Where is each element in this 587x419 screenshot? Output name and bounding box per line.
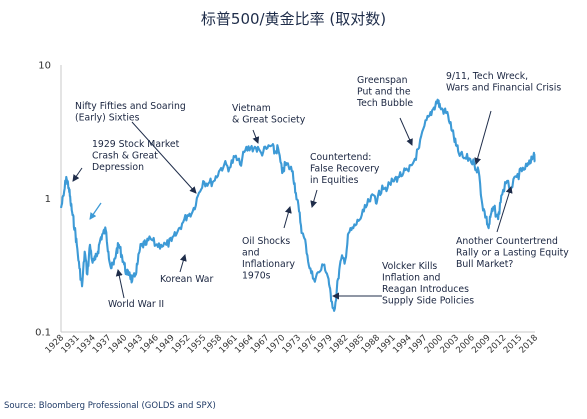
- annotation: Greenspan Put and the Tech Bubble: [356, 75, 413, 146]
- annotation-arrow: [179, 254, 187, 273]
- annotation-arrow: [310, 189, 318, 208]
- annotation-label: Oil Shocks and Inflationary 1970s: [242, 236, 296, 282]
- annotation-line: Put and the: [357, 87, 411, 98]
- annotation-line: Inflationary: [242, 259, 296, 270]
- annotation-line: Bull Market?: [456, 259, 513, 270]
- annotation-line: 1970s: [242, 271, 271, 282]
- annotation: Another Countertrend Rally or a Lasting E…: [456, 186, 569, 270]
- highlight-arrow: [89, 202, 102, 220]
- annotation: Nifty Fifties and Soaring (Early) Sixties: [75, 101, 197, 194]
- series-group: [59, 98, 536, 312]
- annotation-line: (Early) Sixties: [75, 113, 140, 124]
- annotation-label: Korean War: [160, 274, 213, 285]
- annotation-line: Korean War: [160, 274, 213, 285]
- annotation-line: Wars and Financial Crisis: [446, 83, 561, 94]
- annotation-line: Another Countertrend: [456, 236, 558, 247]
- annotation-line: Nifty Fifties and Soaring: [75, 101, 186, 112]
- annotation-label: World War II: [108, 299, 164, 310]
- annotation: Oil Shocks and Inflationary 1970s: [242, 206, 296, 282]
- annotation: 9/11, Tech Wreck, Wars and Financial Cris…: [446, 71, 561, 165]
- annotation-line: Tech Bubble: [356, 98, 413, 109]
- annotation-arrow: [283, 206, 292, 229]
- annotation-line: Vietnam: [232, 103, 271, 114]
- y-tick-label: 1: [45, 194, 51, 205]
- annotation-line: False Recovery: [310, 164, 380, 175]
- annotation-label: Volcker Kills Inflation and Reagan Introdu…: [382, 261, 474, 307]
- annotation-line: Reagan Introduces: [382, 284, 469, 295]
- annotation-arrow: [131, 121, 197, 194]
- annotation: Vietnam & Great Society: [232, 103, 306, 144]
- annotation-line: Inflation and: [382, 273, 441, 284]
- annotation-label: 9/11, Tech Wreck, Wars and Financial Cris…: [446, 71, 561, 94]
- annotation-line: & Great Society: [232, 115, 306, 126]
- x-tick-labels: 1928193119341937194019431946194919521955…: [44, 333, 541, 356]
- annotation: World War II: [108, 269, 164, 310]
- y-tick-label: 10: [38, 61, 51, 72]
- annotation-line: Depression: [92, 162, 144, 173]
- annotation-arrow: [399, 117, 413, 146]
- annotation-label: 1929 Stock Market Crash & Great Depression: [92, 139, 180, 173]
- annotation: Korean War: [160, 254, 213, 285]
- annotation-line: Oil Shocks: [242, 236, 290, 247]
- annotations-group: 1929 Stock Market Crash & Great Depression…: [72, 71, 569, 310]
- annotation-line: 1929 Stock Market: [92, 139, 180, 150]
- annotation-label: Vietnam & Great Society: [232, 103, 306, 126]
- source-note: Source: Bloomberg Professional (GOLDS an…: [4, 401, 216, 411]
- annotation-line: World War II: [108, 299, 164, 310]
- annotation-line: Rally or a Lasting Equity: [456, 248, 569, 259]
- y-tick-labels: 0.1 1 10: [35, 61, 51, 339]
- annotation-label: Countertend: False Recovery in Equities: [310, 152, 380, 186]
- series-line: [59, 98, 536, 312]
- annotation-arrow: [72, 167, 83, 182]
- annotation-arrow: [115, 269, 125, 299]
- annotation-arrow: [474, 110, 492, 165]
- annotation-line: Greenspan: [357, 75, 408, 86]
- chart-title: 标普500/黄金比率 (取对数): [200, 10, 387, 28]
- annotation-label: Nifty Fifties and Soaring (Early) Sixties: [75, 101, 186, 124]
- annotation-label: Another Countertrend Rally or a Lasting E…: [456, 236, 569, 270]
- annotation-line: and: [242, 248, 260, 259]
- annotation-line: Crash & Great: [92, 151, 158, 162]
- annotation: Countertend: False Recovery in Equities: [310, 152, 380, 208]
- annotation-line: Supply Side Policies: [382, 296, 474, 307]
- y-tick-label: 0.1: [35, 328, 51, 339]
- annotation-line: Volcker Kills: [382, 261, 437, 272]
- annotation-line: in Equities: [310, 175, 359, 186]
- axes: [60, 65, 535, 333]
- annotation-label: Greenspan Put and the Tech Bubble: [356, 75, 413, 109]
- x-tick-label: 2018: [518, 333, 541, 356]
- annotation-line: Countertend:: [310, 152, 371, 163]
- annotation-arrow: [252, 129, 260, 144]
- annotation-line: 9/11, Tech Wreck,: [446, 71, 528, 82]
- annotation-arrow: [496, 186, 513, 233]
- annotation: Volcker Kills Inflation and Reagan Introdu…: [332, 261, 474, 307]
- annotation: 1929 Stock Market Crash & Great Depression: [72, 139, 180, 182]
